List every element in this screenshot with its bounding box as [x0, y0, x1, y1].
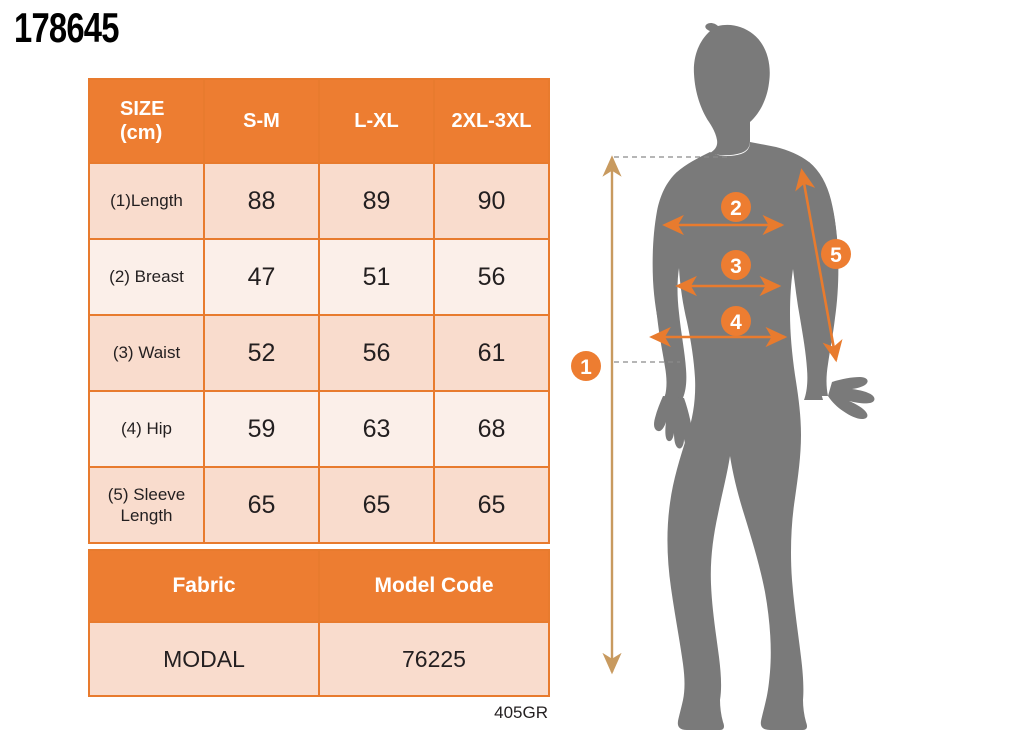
size-header-line2: (cm)	[120, 122, 163, 144]
badge-1: 1	[571, 351, 601, 381]
page-title: 178645	[14, 4, 119, 51]
table-row: (2) Breast 47 51 56	[88, 238, 550, 316]
row-label-sleeve-length: (5) Sleeve Length	[88, 466, 205, 544]
cell-hip-sm: 59	[203, 390, 320, 468]
badge-5-label: 5	[830, 244, 842, 267]
female-silhouette-icon	[652, 22, 875, 730]
cell-hip-lxl: 63	[318, 390, 435, 468]
table-row: (5) Sleeve Length 65 65 65	[88, 466, 550, 544]
badge-4: 4	[721, 306, 751, 336]
cell-sleeve-2xl3xl: 65	[433, 466, 550, 544]
column-header-fabric: Fabric	[88, 549, 320, 623]
badge-3-label: 3	[730, 255, 742, 278]
badge-5: 5	[821, 239, 851, 269]
cell-fabric-value: MODAL	[88, 621, 320, 697]
cell-waist-lxl: 56	[318, 314, 435, 392]
size-chart-table: SIZE (cm) S-M L-XL 2XL-3XL (1)Length 88 …	[88, 78, 550, 544]
cell-length-2xl3xl: 90	[433, 162, 550, 240]
badge-2-label: 2	[730, 197, 742, 220]
badge-1-label: 1	[580, 356, 592, 379]
measurement-diagram: 1 2 3 4 5	[560, 0, 1024, 737]
table-header-row: SIZE (cm) S-M L-XL 2XL-3XL	[88, 78, 550, 164]
cell-hip-2xl3xl: 68	[433, 390, 550, 468]
size-table-header: SIZE (cm) S-M L-XL 2XL-3XL	[88, 78, 550, 164]
sleeve-label-line2: Length	[120, 506, 173, 525]
cell-sleeve-sm: 65	[203, 466, 320, 544]
column-header-size: SIZE (cm)	[88, 78, 205, 164]
badge-4-label: 4	[730, 311, 742, 334]
cell-sleeve-lxl: 65	[318, 466, 435, 544]
column-header-lxl: L-XL	[318, 78, 435, 164]
column-header-model-code: Model Code	[318, 549, 550, 623]
column-header-sm: S-M	[203, 78, 320, 164]
badge-3: 3	[721, 250, 751, 280]
footer-value-row: MODAL 76225	[88, 621, 550, 697]
cell-breast-2xl3xl: 56	[433, 238, 550, 316]
badge-2: 2	[721, 192, 751, 222]
footer-header-row: Fabric Model Code	[88, 549, 550, 623]
cell-length-sm: 88	[203, 162, 320, 240]
cell-model-code-value: 76225	[318, 621, 550, 697]
table-row: (3) Waist 52 56 61	[88, 314, 550, 392]
table-row: (4) Hip 59 63 68	[88, 390, 550, 468]
cell-waist-2xl3xl: 61	[433, 314, 550, 392]
fabric-model-table: Fabric Model Code MODAL 76225	[88, 549, 550, 697]
row-label-length: (1)Length	[88, 162, 205, 240]
row-label-hip: (4) Hip	[88, 390, 205, 468]
cell-waist-sm: 52	[203, 314, 320, 392]
size-table-body: (1)Length 88 89 90 (2) Breast 47 51 56 (…	[88, 162, 550, 544]
cell-length-lxl: 89	[318, 162, 435, 240]
table-row: (1)Length 88 89 90	[88, 162, 550, 240]
row-label-waist: (3) Waist	[88, 314, 205, 392]
size-header-line1: SIZE	[120, 97, 165, 120]
cell-breast-sm: 47	[203, 238, 320, 316]
column-header-2xl3xl: 2XL-3XL	[433, 78, 550, 164]
cell-breast-lxl: 51	[318, 238, 435, 316]
row-label-breast: (2) Breast	[88, 238, 205, 316]
measure-arrow-sleeve	[795, 168, 843, 363]
sleeve-label-line1: (5) Sleeve	[107, 484, 186, 504]
weight-code-label: 405GR	[494, 703, 548, 722]
